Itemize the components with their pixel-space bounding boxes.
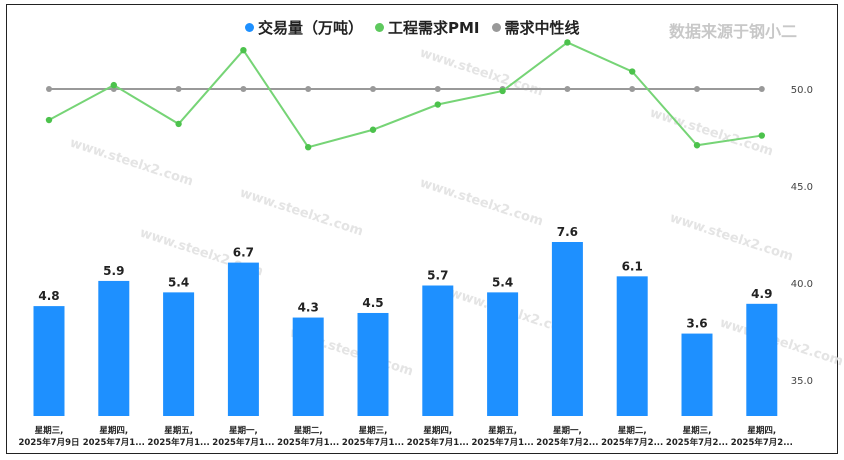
legend-item-pmi[interactable]: 工程需求PMI [375, 17, 480, 38]
y-axis-tick-label: 35.0 [791, 376, 813, 387]
pmi-point [240, 47, 247, 54]
x-tick-label: 星期三, [683, 425, 712, 436]
legend-label: 工程需求PMI [388, 19, 480, 37]
bar-value-label: 6.1 [622, 259, 643, 273]
bar-value-label: 4.3 [298, 301, 319, 315]
bar-value-label: 6.7 [233, 246, 254, 260]
chart-frame: www.steelx2.com www.steelx2.com www.stee… [6, 4, 844, 454]
chart-legend: 交易量（万吨） 工程需求PMI 需求中性线 [245, 17, 580, 38]
x-tick-label: 2025年7月2... [666, 437, 728, 448]
bar [227, 262, 259, 416]
bar [487, 292, 519, 416]
x-tick-label: 星期四, [423, 425, 452, 436]
x-tick-label: 2025年7月2... [601, 437, 663, 448]
x-tick-label: 星期三, [35, 425, 64, 436]
x-tick-label: 星期五, [488, 425, 517, 436]
neutral-point [694, 86, 700, 92]
x-tick-label: 2025年7月1... [277, 437, 339, 448]
chart-plot: 4.8 5.9 5.4 6.7 4.3 4.5 5.7 5.4 7.6 6.1 3.6 4.9 星期三,… [19, 39, 813, 448]
bar-value-label: 5.4 [492, 275, 513, 289]
bar-value-label: 7.6 [557, 225, 578, 239]
x-tick-label: 星期一, [229, 425, 258, 436]
bar [163, 292, 195, 416]
x-tick-label: 星期二, [294, 425, 323, 436]
neutral-point [370, 86, 376, 92]
legend-label: 需求中性线 [504, 19, 580, 37]
bar-value-label: 4.9 [751, 287, 772, 301]
neutral-point [305, 86, 312, 92]
bar [681, 333, 713, 416]
pmi-point [305, 144, 312, 151]
bar-value-label: 5.9 [103, 264, 124, 278]
bar [551, 242, 583, 416]
data-source-note: 数据来源于钢小二 [669, 22, 798, 41]
x-tick-label: 星期三, [359, 425, 388, 436]
neutral-point [46, 86, 52, 92]
pmi-point [758, 132, 765, 139]
neutral-point [758, 86, 765, 92]
legend-marker [375, 23, 385, 32]
pmi-point [564, 39, 571, 46]
pmi-point [369, 126, 377, 133]
x-tick-label: 2025年7月1... [407, 437, 469, 448]
legend-label: 交易量（万吨） [258, 19, 364, 37]
bar [33, 306, 65, 416]
bar [292, 317, 324, 416]
pmi-point [629, 68, 636, 75]
bar-value-label: 5.7 [427, 269, 448, 283]
legend-marker [245, 23, 254, 32]
pmi-point [110, 81, 118, 89]
neutral-point [564, 86, 571, 92]
bar [616, 276, 648, 416]
neutral-point [240, 86, 247, 92]
x-tick-label: 2025年7月9日 [19, 437, 80, 448]
bar [422, 285, 454, 416]
y-axis-tick-label: 40.0 [791, 279, 813, 290]
pmi-point [499, 87, 506, 95]
x-tick-label: 星期五, [164, 425, 193, 436]
x-tick-label: 星期四, [99, 425, 128, 436]
x-tick-label: 2025年7月1... [148, 437, 210, 448]
neutral-point [434, 86, 441, 92]
x-tick-label: 2025年7月1... [83, 437, 145, 448]
pmi-point [434, 101, 441, 108]
x-tick-label: 2025年7月1... [472, 437, 534, 448]
x-tick-label: 2025年7月1... [342, 437, 404, 448]
bar [357, 312, 389, 416]
x-tick-label: 星期一, [553, 425, 582, 436]
bar-value-label: 4.8 [38, 289, 59, 303]
legend-item-neutral[interactable]: 需求中性线 [491, 17, 580, 38]
x-tick-label: 2025年7月1... [212, 437, 274, 448]
x-tick-label: 2025年7月2... [536, 437, 598, 448]
pmi-point [693, 142, 701, 149]
y-axis-tick-label: 50.0 [791, 85, 813, 96]
neutral-point [629, 86, 636, 92]
pmi-line [48, 41, 762, 149]
bar-value-label: 5.4 [168, 275, 189, 289]
legend-item-volume[interactable]: 交易量（万吨） [245, 17, 363, 38]
bar [746, 303, 778, 416]
x-tick-label: 星期四, [747, 425, 776, 436]
x-tick-label: 2025年7月2... [731, 437, 793, 448]
neutral-point [175, 86, 182, 92]
pmi-point [45, 116, 53, 124]
bar-value-label: 4.5 [362, 296, 383, 310]
bar [98, 280, 130, 416]
legend-marker [491, 23, 501, 32]
x-tick-label: 星期二, [618, 425, 647, 436]
pmi-point [175, 120, 182, 128]
y-axis-tick-label: 45.0 [791, 182, 813, 193]
bar-value-label: 3.6 [686, 317, 707, 331]
